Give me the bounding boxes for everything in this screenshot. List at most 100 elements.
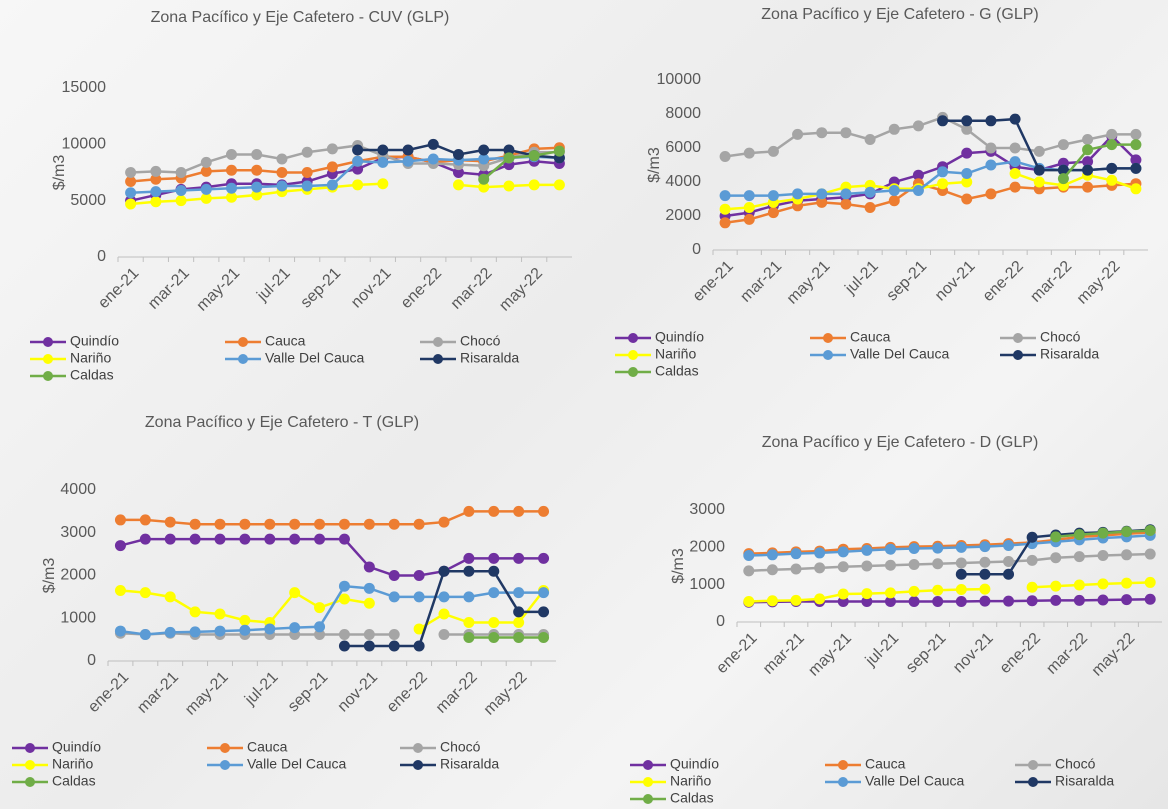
data-point (377, 156, 389, 168)
y-tick-label: 1000 (60, 609, 96, 626)
x-tick-label: jul-21 (253, 265, 293, 305)
data-point (1026, 554, 1038, 566)
data-point (189, 606, 201, 618)
legend-marker (628, 350, 638, 360)
data-point (790, 594, 802, 606)
legend-marker (25, 743, 35, 753)
legend-marker (25, 760, 35, 770)
x-tick-label: ene-21 (85, 669, 132, 716)
data-point (884, 559, 896, 571)
data-point (1026, 581, 1038, 593)
data-point (1130, 183, 1142, 195)
legend-marker (823, 333, 833, 343)
data-point (338, 628, 350, 640)
data-point (1073, 551, 1085, 563)
data-point (164, 516, 176, 528)
data-point (1097, 594, 1109, 606)
series-line (1062, 143, 1136, 180)
x-tick-label: jul-21 (241, 669, 281, 709)
data-point (1050, 531, 1062, 543)
data-point (314, 621, 326, 633)
data-point (814, 562, 826, 574)
data-point (1144, 593, 1156, 605)
data-point (175, 195, 187, 207)
y-tick-label: 1000 (689, 576, 725, 593)
data-point (884, 543, 896, 555)
data-point (888, 123, 900, 135)
data-point (200, 183, 212, 195)
data-point (377, 144, 389, 156)
data-point (864, 134, 876, 145)
data-point (363, 561, 375, 573)
data-point (239, 614, 251, 626)
data-point (1003, 568, 1015, 580)
data-point (388, 628, 400, 640)
y-tick-label: 0 (692, 241, 701, 258)
data-point (352, 155, 364, 167)
data-point (837, 546, 849, 558)
data-point (488, 631, 500, 643)
legend-marker (25, 777, 35, 787)
data-point (214, 608, 226, 620)
y-axis-label: $/m3 (51, 155, 68, 191)
data-point (478, 181, 490, 193)
data-point (1003, 539, 1015, 551)
data-point (864, 186, 876, 198)
data-point (1130, 162, 1142, 174)
y-tick-label: 3000 (689, 501, 725, 518)
data-point (553, 145, 565, 157)
data-point (1082, 164, 1094, 176)
data-point (538, 631, 550, 643)
data-point (388, 570, 400, 581)
legend-marker (433, 354, 443, 364)
data-point (478, 144, 490, 156)
series-line (120, 589, 545, 631)
data-point (150, 186, 162, 198)
data-point (413, 640, 425, 652)
data-point (1057, 173, 1069, 185)
data-point (1009, 168, 1021, 179)
data-point (766, 564, 778, 576)
x-tick-label: sep-21 (285, 669, 332, 716)
data-point (164, 591, 176, 603)
data-point (139, 628, 151, 640)
data-point (937, 166, 949, 178)
legend-marker (628, 367, 638, 377)
y-tick-label: 4000 (60, 481, 96, 498)
data-point (864, 202, 876, 213)
data-point (276, 153, 288, 165)
data-point (985, 115, 997, 127)
data-point (352, 179, 364, 191)
data-point (427, 138, 439, 150)
data-point (1097, 527, 1109, 539)
data-point (1144, 525, 1156, 537)
data-point (932, 542, 944, 554)
legend-label: Cauca (265, 333, 306, 349)
x-tick-label: sep-21 (884, 258, 931, 305)
data-point (301, 180, 313, 192)
data-point (861, 588, 873, 600)
data-point (1082, 156, 1094, 168)
x-tick-label: may-22 (1089, 630, 1139, 680)
data-point (402, 155, 414, 167)
legend-label: Nariño (655, 346, 696, 362)
data-point (289, 587, 301, 599)
data-point (884, 595, 896, 607)
data-point (1106, 174, 1118, 186)
data-point (553, 179, 565, 191)
data-point (528, 179, 540, 191)
x-tick-label: may-21 (784, 258, 834, 308)
data-point (214, 533, 226, 545)
data-point (413, 591, 425, 603)
legend-label: Risaralda (1040, 346, 1099, 362)
data-point (438, 608, 450, 620)
data-point (226, 164, 237, 176)
data-point (908, 585, 920, 597)
chart-title: Zona Pacífico y Eje Cafetero - G (GLP) (761, 6, 1038, 23)
data-point (478, 173, 490, 185)
data-point (264, 623, 276, 635)
legend-marker (823, 350, 833, 360)
series-line (482, 149, 560, 181)
data-point (164, 533, 176, 545)
